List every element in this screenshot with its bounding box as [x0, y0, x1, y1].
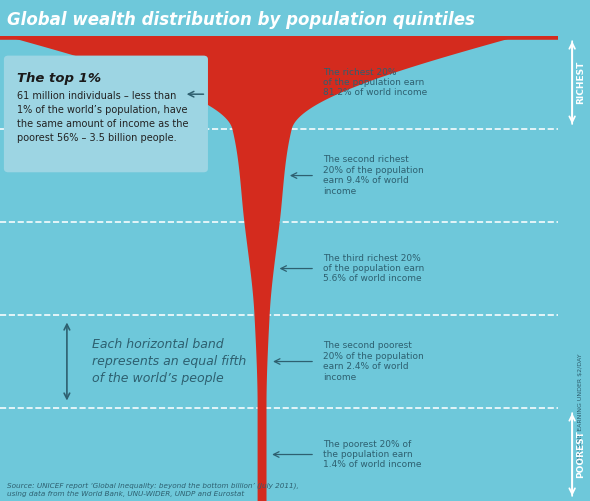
Text: The richest 20%
of the population earn
81.2% of world income: The richest 20% of the population earn 8… — [323, 68, 428, 98]
Text: The third richest 20%
of the population earn
5.6% of world income: The third richest 20% of the population … — [323, 254, 425, 284]
FancyBboxPatch shape — [4, 56, 208, 172]
Text: RICHEST: RICHEST — [576, 61, 585, 104]
Text: POOREST: POOREST — [576, 430, 585, 478]
Polygon shape — [5, 36, 519, 501]
Text: 61 million individuals – less than
1% of the world’s population, have
the same a: 61 million individuals – less than 1% of… — [17, 91, 189, 143]
Text: PERSONS EARNING UNDER $2/DAY: PERSONS EARNING UNDER $2/DAY — [578, 354, 584, 462]
Text: The poorest 20% of
the population earn
1.4% of world income: The poorest 20% of the population earn 1… — [323, 439, 422, 469]
Text: The second poorest
20% of the population
earn 2.4% of world
income: The second poorest 20% of the population… — [323, 341, 424, 382]
Text: Global wealth distribution by population quintiles: Global wealth distribution by population… — [7, 11, 475, 29]
Text: Each horizontal band
represents an equal fifth
of the world’s people: Each horizontal band represents an equal… — [92, 338, 246, 385]
Text: The top 1%: The top 1% — [17, 72, 101, 85]
Text: Source: UNICEF report ‘Global Inequality: beyond the bottom billion’ (July 2011): Source: UNICEF report ‘Global Inequality… — [6, 483, 299, 497]
Text: The second richest
20% of the population
earn 9.4% of world
income: The second richest 20% of the population… — [323, 155, 424, 196]
